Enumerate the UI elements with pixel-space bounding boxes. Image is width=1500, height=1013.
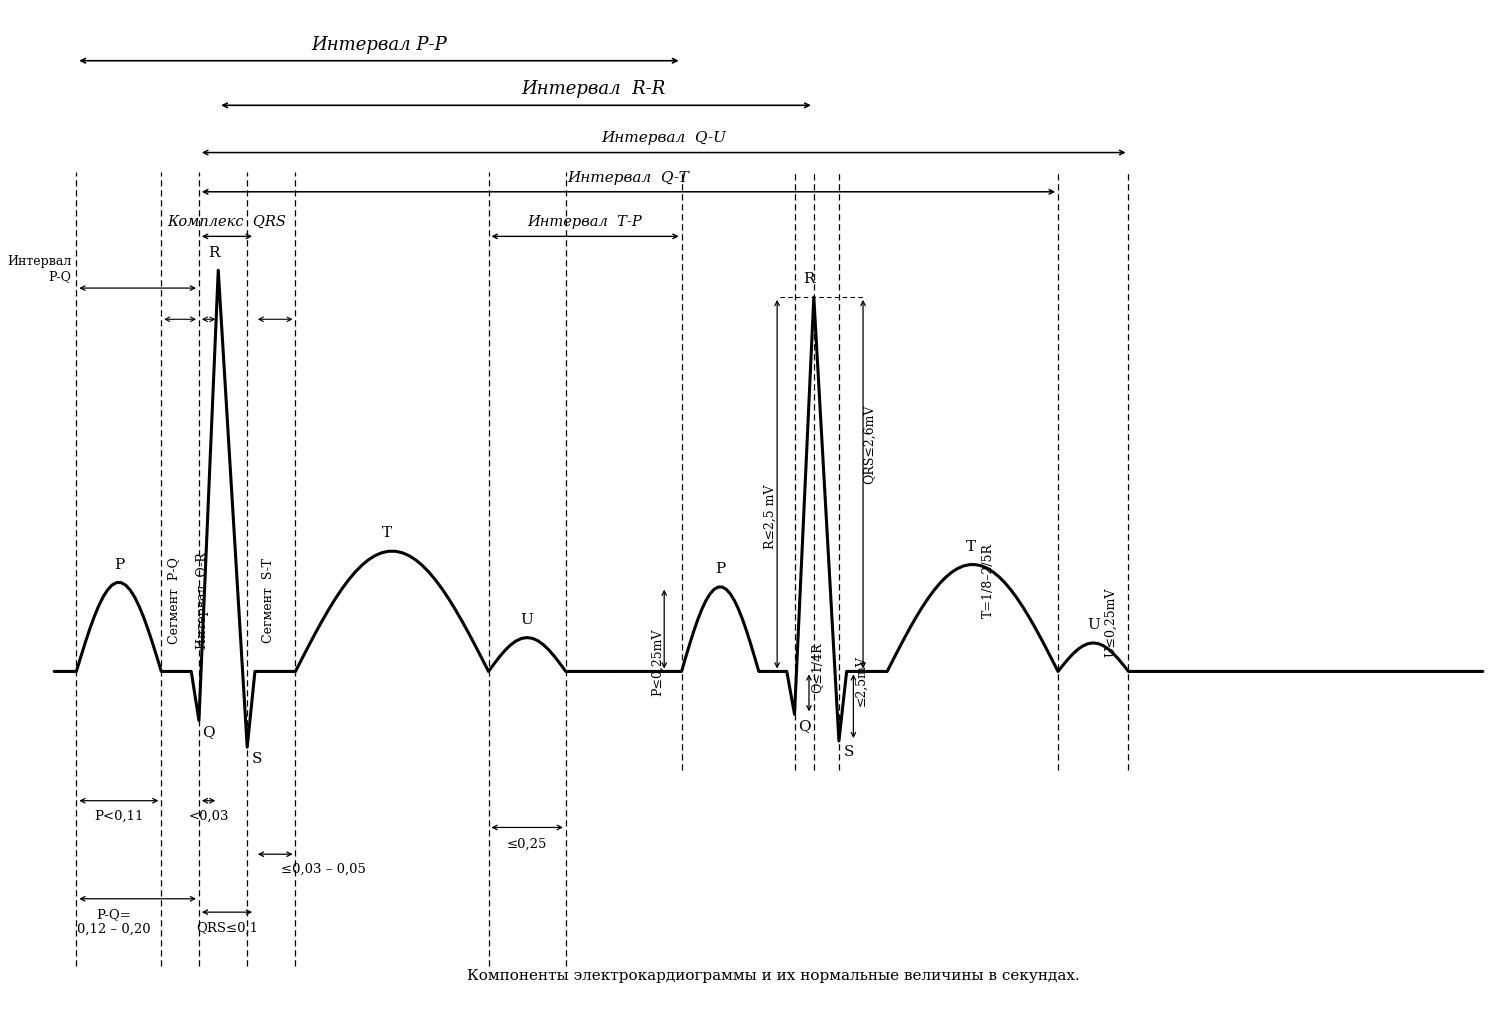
Text: U: U [520, 613, 534, 627]
Text: ≤0,25: ≤0,25 [507, 838, 548, 851]
Text: T=1/8–2/5R: T=1/8–2/5R [982, 543, 994, 618]
Text: Компоненты электрокардиограммы и их нормальные величины в секундах.: Компоненты электрокардиограммы и их норм… [466, 969, 1080, 984]
Text: ≤2,5mV: ≤2,5mV [855, 655, 867, 706]
Text: R≤2,5 mV: R≤2,5 mV [764, 484, 777, 549]
Text: Интервал
Р-Q: Интервал Р-Q [8, 254, 72, 283]
Text: ≤0,03 – 0,05: ≤0,03 – 0,05 [280, 863, 366, 876]
Text: P: P [114, 557, 125, 571]
Text: QRS≤0,1: QRS≤0,1 [196, 922, 258, 935]
Text: S: S [252, 752, 262, 766]
Text: P: P [716, 562, 726, 576]
Text: Интервал  Q-U: Интервал Q-U [602, 132, 726, 146]
Text: Комплекс  QRS: Комплекс QRS [168, 215, 286, 229]
Text: Q≤1/4R: Q≤1/4R [810, 642, 824, 693]
Text: <0,03: <0,03 [189, 809, 230, 823]
Text: Сегмент  S-T: Сегмент S-T [262, 558, 274, 642]
Text: T: T [966, 540, 976, 554]
Text: P≤0,25mV: P≤0,25mV [651, 629, 664, 697]
Text: Q: Q [202, 725, 214, 738]
Text: Интервал  Q-T: Интервал Q-T [567, 170, 690, 184]
Text: R: R [207, 245, 219, 259]
Text: Q: Q [798, 718, 810, 732]
Text: U≤0,25mV: U≤0,25mV [1104, 588, 1118, 657]
Text: R: R [802, 272, 814, 287]
Text: Интервал  Q-R: Интервал Q-R [195, 552, 208, 648]
Text: QRS≤2,6mV: QRS≤2,6mV [864, 405, 876, 484]
Text: S: S [843, 746, 854, 760]
Text: Интервал Р-Р: Интервал Р-Р [310, 35, 447, 54]
Text: U: U [1088, 618, 1100, 632]
Text: Сегмент  Р-Q: Сегмент Р-Q [166, 557, 180, 643]
Text: P-Q=
0,12 – 0,20: P-Q= 0,12 – 0,20 [76, 908, 150, 936]
Text: T: T [382, 527, 392, 540]
Text: P<0,11: P<0,11 [94, 809, 144, 823]
Text: Интервал  Т-Р: Интервал Т-Р [528, 215, 642, 229]
Text: Интервал  R-R: Интервал R-R [520, 80, 666, 98]
